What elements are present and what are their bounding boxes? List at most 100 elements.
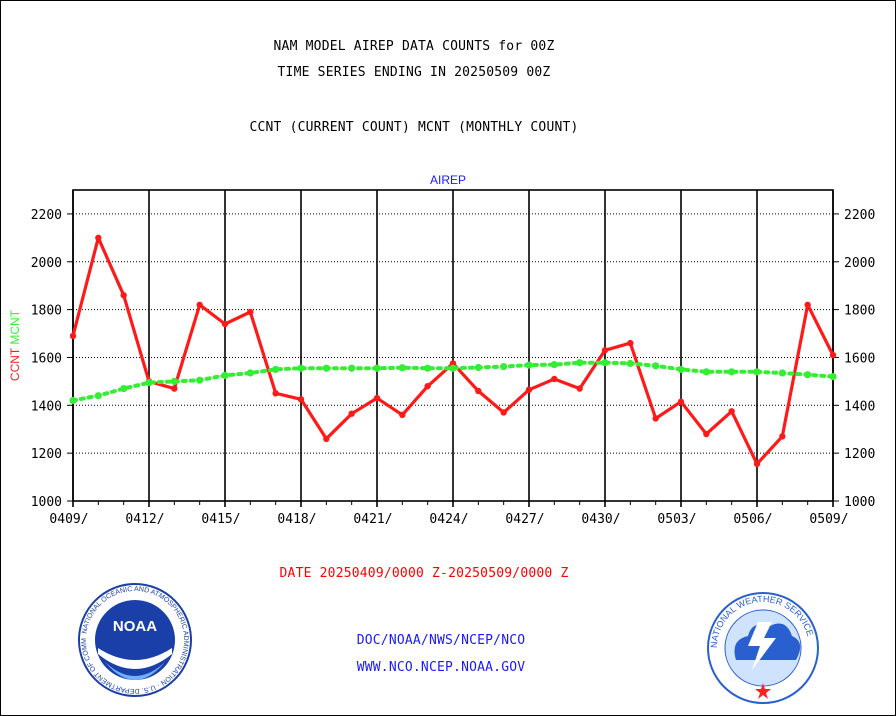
data-point-ccnt: [627, 339, 634, 347]
x-tick-label: 0430/: [581, 512, 620, 527]
data-point-mcnt: [297, 364, 305, 372]
website-credit: WWW.NCO.NCEP.NOAA.GOV: [356, 660, 526, 675]
y-tick-label-right: 2200: [844, 208, 875, 223]
y-axis-label: CCNT MCNT: [8, 309, 22, 381]
y-tick-label-right: 1600: [844, 351, 875, 366]
x-tick-label: 0424/: [429, 512, 468, 527]
y-tick-label: 2200: [31, 208, 62, 223]
x-tick-label: 0418/: [277, 512, 316, 527]
data-point-ccnt: [753, 460, 761, 468]
data-point-mcnt: [69, 396, 77, 405]
agency-credit: DOC/NOAA/NWS/NCEP/NCO: [356, 633, 526, 648]
data-point-mcnt: [120, 384, 128, 393]
data-point-ccnt: [95, 234, 102, 242]
y-tick-label-right: 1000: [844, 495, 875, 510]
data-point-mcnt: [348, 364, 356, 372]
y-tick-label-right: 2000: [844, 256, 875, 271]
data-point-ccnt: [652, 415, 659, 422]
y-tick-label-right: 1200: [844, 447, 875, 462]
data-point-ccnt: [272, 390, 279, 397]
data-point-ccnt: [196, 301, 203, 309]
data-point-mcnt: [272, 365, 280, 374]
data-point-ccnt: [297, 396, 305, 403]
data-point-ccnt: [348, 410, 355, 417]
x-tick-label: 0503/: [657, 512, 696, 527]
data-point-ccnt: [576, 385, 583, 392]
data-point-ccnt: [247, 308, 254, 316]
y-tick-label-right: 1400: [844, 399, 875, 414]
x-tick-label: 0421/: [353, 512, 392, 527]
data-point-ccnt: [804, 301, 811, 309]
date-range-label: DATE 20250409/0000 Z-20250509/0000 Z: [279, 566, 569, 581]
y-axis-label-mcnt: MCNT: [8, 309, 22, 348]
data-point-mcnt: [474, 363, 482, 372]
panel-title: AIREP: [430, 173, 466, 187]
y-tick-label: 1400: [31, 399, 62, 414]
data-point-ccnt: [323, 435, 330, 442]
data-point-ccnt: [829, 351, 837, 359]
x-tick-label: 0409/: [49, 512, 88, 527]
data-point-ccnt: [703, 430, 710, 438]
data-point-mcnt: [398, 364, 406, 372]
data-point-mcnt: [576, 359, 584, 367]
data-point-ccnt: [373, 394, 381, 402]
x-tick-label: 0506/: [733, 512, 772, 527]
data-point-ccnt: [399, 411, 406, 419]
x-tick-label: 0412/: [125, 512, 164, 527]
x-tick-label: 0415/: [201, 512, 240, 527]
data-point-mcnt: [196, 376, 204, 384]
data-point-mcnt: [804, 371, 812, 379]
data-point-mcnt: [677, 365, 685, 374]
x-tick-label: 0509/: [809, 512, 848, 527]
data-point-mcnt: [322, 364, 330, 372]
data-point-ccnt: [500, 409, 507, 416]
y-tick-label-right: 1800: [844, 304, 875, 319]
y-tick-label: 2000: [31, 256, 62, 271]
data-point-ccnt: [69, 332, 77, 340]
data-point-mcnt: [778, 369, 786, 377]
axes: 1000 1000 1200 1200 1400 1400 1600 1600 1800 1800…: [31, 189, 875, 527]
data-point-mcnt: [246, 369, 254, 377]
data-point-mcnt: [145, 378, 153, 387]
data-point-mcnt: [373, 364, 381, 372]
series-description: CCNT (CURRENT COUNT) MCNT (MONTHLY COUNT…: [249, 120, 579, 135]
data-point-ccnt: [601, 347, 609, 354]
data-point-mcnt: [170, 377, 178, 385]
data-point-mcnt: [94, 392, 102, 400]
y-tick-label: 1000: [31, 495, 62, 510]
data-point-mcnt: [829, 373, 837, 381]
data-point-mcnt: [626, 359, 634, 368]
data-point-ccnt: [525, 386, 533, 393]
data-point-ccnt: [677, 398, 685, 405]
data-point-mcnt: [525, 361, 533, 369]
plot-border: [72, 189, 834, 502]
chart-title: NAM MODEL AIREP DATA COUNTS for 00Z: [273, 39, 555, 54]
x-tick-label: 0427/: [505, 512, 544, 527]
data-point-mcnt: [500, 362, 508, 371]
data-point-ccnt: [221, 320, 229, 328]
y-tick-label: 1200: [31, 447, 62, 462]
data-point-mcnt: [601, 359, 609, 367]
data-point-ccnt: [120, 292, 127, 299]
data-point-mcnt: [728, 368, 736, 376]
chart-subtitle: TIME SERIES ENDING IN 20250509 00Z: [277, 65, 551, 80]
data-point-mcnt: [702, 368, 710, 376]
data-point-ccnt: [779, 433, 786, 440]
data-point-mcnt: [424, 364, 432, 372]
data-point-mcnt: [221, 371, 229, 380]
y-axis-label-ccnt: CCNT: [8, 347, 22, 381]
data-point-mcnt: [753, 368, 761, 376]
data-point-mcnt: [449, 364, 457, 372]
data-point-ccnt: [728, 408, 735, 415]
data-point-ccnt: [424, 382, 431, 390]
y-axis-label-group: CCNT MCNT: [8, 309, 22, 381]
data-point-mcnt: [652, 362, 660, 370]
data-point-ccnt: [171, 385, 178, 392]
y-axis-label-text: CCNT MCNT: [8, 309, 22, 381]
series-layer: [69, 234, 837, 468]
y-tick-label: 1600: [31, 351, 62, 366]
data-point-ccnt: [551, 375, 558, 383]
data-point-mcnt: [550, 361, 558, 369]
y-tick-label: 1800: [31, 304, 62, 319]
